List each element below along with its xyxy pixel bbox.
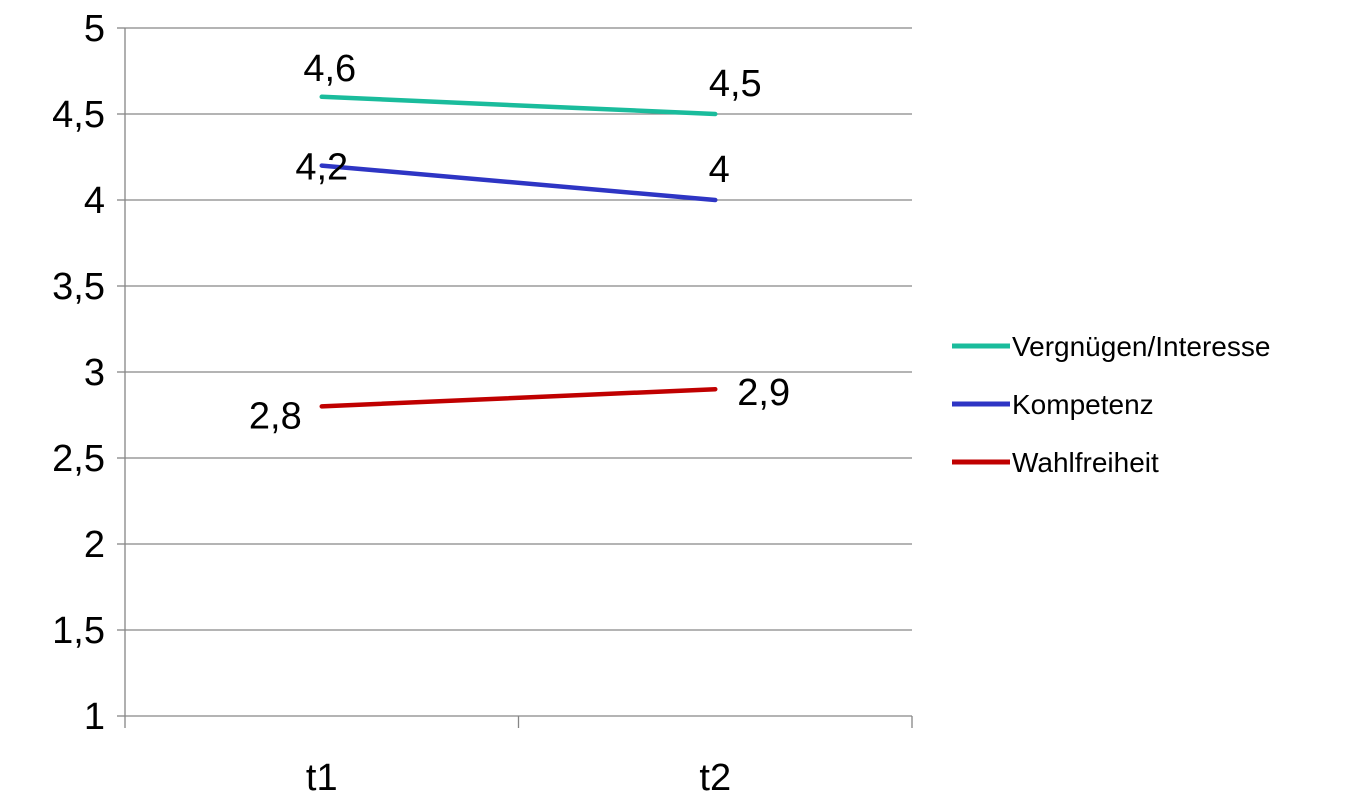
y-tick-label: 5 <box>84 8 105 50</box>
legend-label: Kompetenz <box>1012 389 1154 420</box>
x-axis-ticks: t1 t2 <box>124 716 913 792</box>
legend-item: Vergnügen/Interesse <box>952 331 1270 362</box>
y-tick-label: 3 <box>84 352 105 394</box>
legend-item: Kompetenz <box>952 389 1154 420</box>
x-tick-label: t1 <box>306 757 338 792</box>
y-tick-label: 4 <box>84 180 105 222</box>
y-tick-label: 3,5 <box>52 266 105 308</box>
legend-label: Vergnügen/Interesse <box>1012 331 1270 362</box>
y-tick-label: 4,5 <box>52 94 105 136</box>
series-line <box>319 163 718 203</box>
y-tick-label: 1,5 <box>52 610 105 652</box>
y-tick-label: 1 <box>84 696 105 738</box>
series-line <box>319 386 718 409</box>
legend-item: Wahlfreiheit <box>952 447 1159 478</box>
legend-label: Wahlfreiheit <box>1012 447 1159 478</box>
data-label: 2,9 <box>737 372 790 414</box>
data-label: 4 <box>709 149 730 191</box>
data-labels: 4,6 4,5 4,2 4 2,8 2,9 <box>249 48 790 438</box>
data-label: 2,8 <box>249 395 302 437</box>
legend: Vergnügen/Interesse Kompetenz Wahlfreiheit <box>952 331 1270 478</box>
x-tick-label: t2 <box>699 757 731 792</box>
y-tick-label: 2,5 <box>52 438 105 480</box>
series-lines <box>319 94 718 409</box>
y-axis-ticks: 1 1,5 2 2,5 3 3,5 4 4,5 5 <box>52 8 125 738</box>
gridlines <box>125 27 912 631</box>
data-label: 4,6 <box>303 48 356 90</box>
data-label: 4,5 <box>709 63 762 105</box>
data-label: 4,2 <box>295 147 348 189</box>
series-line <box>319 94 718 117</box>
y-tick-label: 2 <box>84 524 105 566</box>
